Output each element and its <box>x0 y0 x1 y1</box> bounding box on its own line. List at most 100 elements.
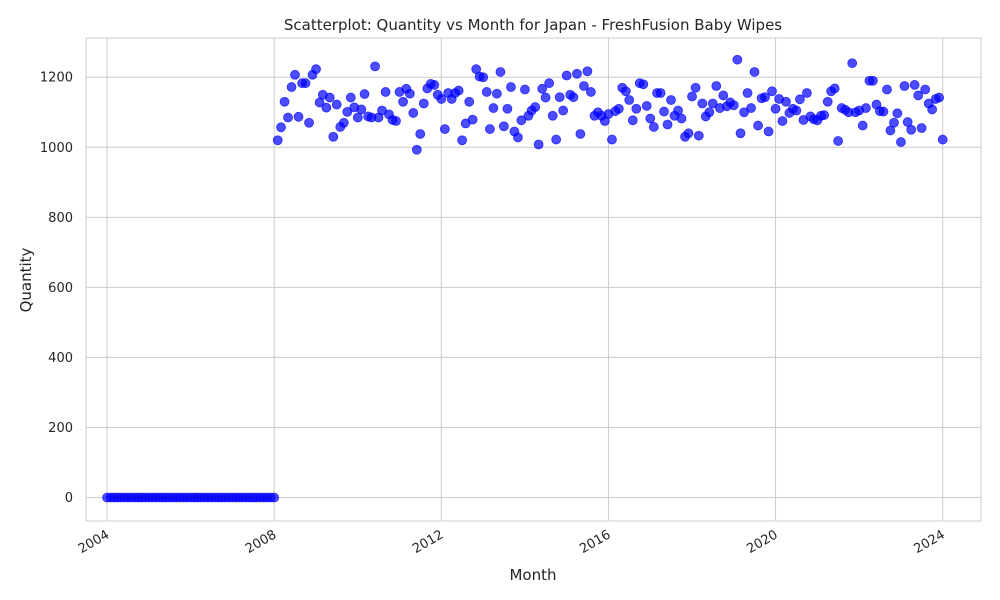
data-point <box>356 104 367 115</box>
data-point <box>290 69 300 80</box>
data-point <box>481 87 492 97</box>
data-point <box>909 80 920 90</box>
data-point <box>286 82 297 92</box>
data-point <box>718 90 729 101</box>
data-point <box>520 84 530 95</box>
x-tick-label: 2020 <box>744 527 780 557</box>
y-axis-label: Quantity <box>17 247 35 312</box>
data-point <box>495 67 506 77</box>
y-tick-label: 1000 <box>40 141 73 156</box>
data-point <box>411 144 422 155</box>
data-point <box>478 72 489 83</box>
data-point <box>613 103 624 114</box>
data-point <box>882 84 892 95</box>
data-point <box>380 87 391 97</box>
y-tick-label: 800 <box>48 211 73 226</box>
data-point <box>711 81 722 91</box>
data-point <box>676 113 687 124</box>
data-point <box>916 123 927 133</box>
data-point <box>913 90 924 101</box>
data-point <box>746 103 756 113</box>
data-point <box>937 134 948 145</box>
y-tick-label: 1200 <box>40 71 73 86</box>
data-point <box>648 122 659 132</box>
data-point <box>861 103 871 113</box>
data-point <box>272 135 283 146</box>
data-point <box>906 124 917 135</box>
data-point <box>304 117 314 128</box>
data-point <box>627 115 638 126</box>
data-point <box>558 105 569 116</box>
data-point <box>530 102 541 112</box>
data-point <box>934 92 945 103</box>
data-point <box>537 83 548 94</box>
x-tick-labels: 2004 2008 2012 2016 2020 2024 <box>76 527 948 557</box>
data-point <box>920 84 931 95</box>
data-point <box>579 81 589 91</box>
y-tick-label: 0 <box>65 491 73 506</box>
data-point <box>506 82 516 92</box>
x-tick-label: 2016 <box>577 527 613 557</box>
data-point <box>607 134 617 145</box>
data-point <box>767 86 777 97</box>
data-point <box>321 102 332 113</box>
data-point <box>655 88 666 98</box>
data-point <box>763 126 774 137</box>
data-point <box>568 92 579 103</box>
data-point <box>857 120 868 131</box>
data-point <box>498 121 509 132</box>
data-point <box>391 116 401 126</box>
data-point <box>436 94 447 104</box>
data-point <box>687 91 697 102</box>
data-point <box>404 88 415 99</box>
data-point <box>279 96 290 107</box>
data-point <box>572 68 582 79</box>
data-point <box>551 134 562 145</box>
data-point <box>728 100 739 111</box>
data-point <box>467 114 478 125</box>
data-point <box>328 131 339 142</box>
data-point <box>697 98 708 109</box>
data-point <box>513 132 523 143</box>
data-point <box>370 61 380 72</box>
x-tick-label: 2008 <box>243 527 279 557</box>
data-point <box>742 88 753 98</box>
x-tick-label: 2024 <box>912 527 948 557</box>
data-point <box>704 107 715 118</box>
data-point <box>641 101 652 111</box>
data-point <box>429 80 440 90</box>
y-tick-labels: 0 200 400 600 800 1000 1200 <box>40 71 73 506</box>
data-point <box>673 105 683 116</box>
data-point <box>418 98 429 109</box>
y-tick-label: 400 <box>48 351 73 366</box>
data-point <box>485 124 495 134</box>
data-point <box>927 104 938 115</box>
data-point <box>457 135 468 146</box>
x-tick-label: 2004 <box>76 527 112 557</box>
data-point <box>662 119 673 130</box>
data-points <box>102 54 948 503</box>
data-point <box>802 88 812 98</box>
data-point <box>777 116 788 126</box>
data-point <box>707 98 718 109</box>
data-point <box>453 85 464 96</box>
data-point <box>690 82 701 93</box>
data-point <box>398 96 408 107</box>
data-point <box>415 129 426 139</box>
data-point <box>749 67 760 77</box>
data-point <box>666 95 676 105</box>
data-point <box>533 139 544 150</box>
data-point <box>561 70 572 81</box>
data-point <box>331 99 342 110</box>
data-point <box>791 105 802 116</box>
data-point <box>293 111 304 122</box>
data-point <box>311 64 321 75</box>
data-point <box>582 66 593 77</box>
data-point <box>892 108 903 119</box>
x-axis-label: Month <box>509 566 556 584</box>
y-tick-label: 200 <box>48 421 73 436</box>
data-point <box>770 103 781 114</box>
data-point <box>693 130 704 141</box>
data-point <box>544 78 555 89</box>
data-point <box>359 89 370 99</box>
